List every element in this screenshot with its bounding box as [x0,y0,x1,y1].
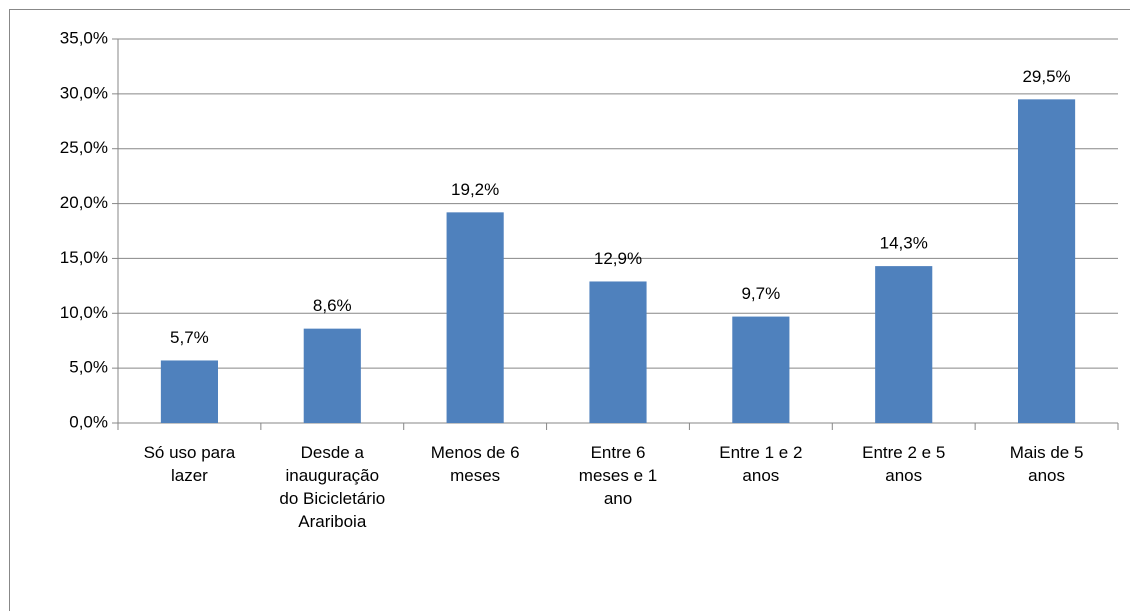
y-tick-label: 20,0% [60,193,108,212]
x-tick-label: Entre 2 e 5 anos [862,443,946,485]
bar [732,316,790,423]
data-label: 12,9% [594,249,642,268]
y-tick-label: 30,0% [60,83,108,102]
data-label: 29,5% [1022,67,1070,86]
bar [875,266,933,423]
bar [1018,99,1076,423]
x-tick-label: Entre 1 e 2 anos [719,443,803,485]
y-tick-label: 25,0% [60,138,108,157]
data-label: 8,6% [313,296,352,315]
data-label: 5,7% [170,328,209,347]
data-label: 19,2% [451,180,499,199]
y-tick-label: 15,0% [60,248,108,267]
data-label: 9,7% [741,284,780,303]
bar [589,281,647,423]
x-tick-label: Só uso para lazer [143,443,236,485]
y-tick-label: 5,0% [69,358,108,377]
x-tick-label: Menos de 6 meses [430,443,520,485]
chart-border [9,9,1130,611]
x-tick-label: Desde a inauguração do Bicicletário Arar… [279,443,386,531]
x-tick-label: Entre 6 meses e 1 ano [578,443,658,508]
x-tick-label: Mais de 5 anos [1009,443,1084,485]
y-tick-label: 10,0% [60,303,108,322]
bar [446,212,504,423]
bar [303,328,361,423]
data-label: 14,3% [880,234,928,253]
y-tick-label: 35,0% [60,28,108,47]
y-tick-label: 0,0% [69,412,108,431]
bar [160,360,218,423]
